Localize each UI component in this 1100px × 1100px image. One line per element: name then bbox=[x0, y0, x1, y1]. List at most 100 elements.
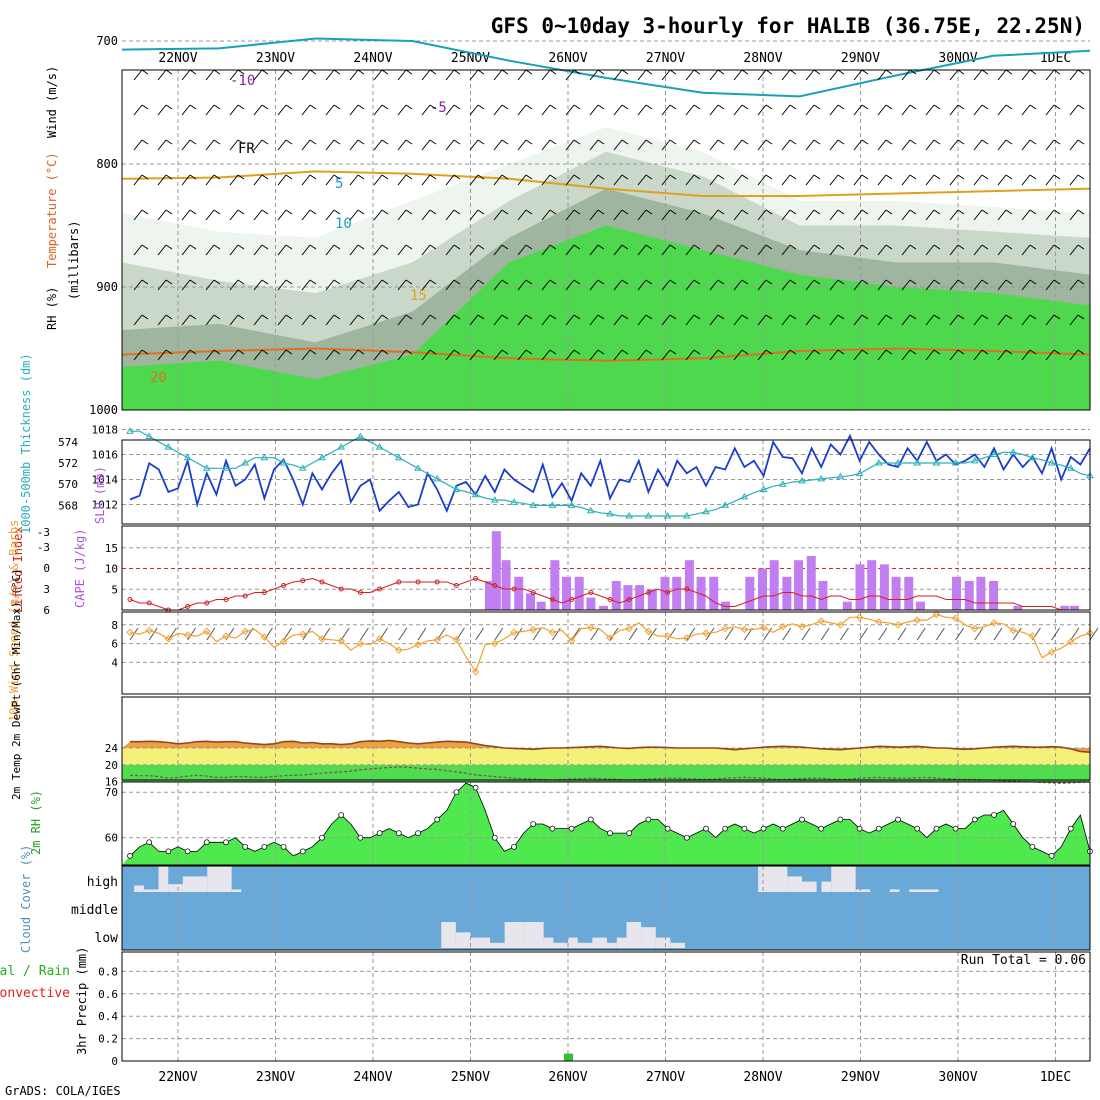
wind-barb bbox=[373, 209, 383, 221]
temp-ytick-16: 16 bbox=[105, 776, 118, 789]
wind-marker bbox=[683, 634, 691, 642]
wind-barb-flag bbox=[885, 279, 893, 285]
ua-ylabel-rh: RH (%) bbox=[45, 287, 59, 330]
wind-barb-flag bbox=[597, 279, 605, 285]
wind-barb-flag bbox=[477, 314, 485, 320]
wind-barb bbox=[661, 209, 671, 221]
wind-barb-flag bbox=[693, 209, 701, 215]
wind-barb-flag bbox=[813, 104, 821, 110]
wind-barb bbox=[253, 279, 263, 291]
wind-barb-flag bbox=[621, 244, 629, 250]
wind-barb bbox=[301, 244, 311, 256]
wind-barb bbox=[997, 349, 1007, 361]
wind-barb bbox=[949, 209, 959, 221]
rh-marker bbox=[914, 825, 921, 832]
wind-barb-flag bbox=[213, 279, 221, 285]
wind-barb bbox=[325, 279, 335, 291]
wind-barb-flag bbox=[525, 69, 533, 75]
wind-barb-flag bbox=[621, 209, 629, 215]
thickness-marker bbox=[375, 443, 384, 450]
wind-barb-flag bbox=[717, 174, 725, 180]
wind-barb bbox=[205, 174, 215, 186]
wind-barb bbox=[877, 69, 887, 81]
wind-barb-flag bbox=[981, 174, 989, 180]
wind-barb-flag bbox=[1053, 244, 1061, 250]
rh-marker bbox=[1010, 821, 1017, 827]
wind-barb-flag bbox=[453, 69, 461, 75]
wind-barb-flag bbox=[429, 209, 437, 215]
wind-barb-flag bbox=[549, 349, 557, 355]
thickness-marker bbox=[990, 450, 998, 458]
wind-barb-flag bbox=[525, 244, 533, 250]
wind10-barb bbox=[782, 627, 792, 641]
wind-barb bbox=[493, 279, 503, 291]
wind-barb bbox=[613, 69, 623, 81]
wind-marker bbox=[375, 635, 384, 643]
wind-barb bbox=[685, 139, 695, 151]
wind-barb bbox=[853, 209, 863, 221]
wind-barb bbox=[613, 244, 623, 256]
li-ytick-2: 0 bbox=[43, 562, 50, 575]
li-ytick-1: -3 bbox=[37, 541, 50, 554]
wind-ytick-4: 4 bbox=[111, 656, 118, 669]
wind-barb-flag bbox=[885, 104, 893, 110]
wind-barb bbox=[1069, 104, 1079, 116]
wind10-barb bbox=[129, 627, 139, 641]
thickness-marker bbox=[606, 509, 614, 517]
rh-2m-panel: 60 70 2m RH (%) bbox=[29, 781, 1093, 866]
rh-band-90 bbox=[122, 225, 1090, 410]
thickness-marker bbox=[356, 432, 365, 439]
upper-air-panel: -10-5FR51015205006007008009001000RH (%)T… bbox=[45, 34, 1091, 417]
li-ytick-3: 3 bbox=[43, 583, 50, 596]
wind-barb-flag bbox=[213, 349, 221, 355]
wind-barb bbox=[445, 209, 455, 221]
bottom-date-27NOV: 27NOV bbox=[646, 1070, 685, 1085]
wind-barb bbox=[997, 314, 1007, 326]
wind-barb bbox=[133, 139, 143, 151]
wind-barb-flag bbox=[933, 104, 941, 110]
wind-barb-flag bbox=[213, 314, 221, 320]
wind-barb-flag bbox=[189, 244, 197, 250]
wind-barb bbox=[805, 104, 815, 116]
wind-barb bbox=[685, 314, 695, 326]
cape-bar bbox=[1013, 605, 1023, 610]
thickness-marker bbox=[548, 501, 557, 508]
wind-barb bbox=[253, 314, 263, 326]
wind-barb bbox=[949, 314, 959, 326]
wind-barb-flag bbox=[1005, 244, 1013, 250]
cape-bar bbox=[647, 589, 657, 610]
wind-barb-flag bbox=[213, 69, 221, 75]
wind-barb bbox=[805, 209, 815, 221]
wind-barb-flag bbox=[597, 349, 605, 355]
slp-line bbox=[129, 433, 1091, 514]
wind-marker bbox=[529, 625, 537, 634]
cloud-bar-low bbox=[641, 927, 656, 948]
temp-frame bbox=[121, 696, 1091, 781]
wind10-barb bbox=[935, 627, 945, 641]
wind-barb-flag bbox=[933, 349, 941, 355]
wind-barb bbox=[277, 349, 287, 361]
wind-barb bbox=[445, 244, 455, 256]
cape-bar bbox=[818, 580, 828, 610]
wind-barb-flag bbox=[429, 104, 437, 110]
bottom-date-30NOV: 30NOV bbox=[938, 1070, 977, 1085]
wind-barb-flag bbox=[525, 314, 533, 320]
wind-barb bbox=[253, 174, 263, 186]
wind-barb bbox=[973, 139, 983, 151]
cape-frame bbox=[121, 525, 1091, 611]
wind-barb-flag bbox=[333, 209, 341, 215]
wind-barb-flag bbox=[477, 174, 485, 180]
wind-barb-flag bbox=[213, 174, 221, 180]
wind-barb-flag bbox=[453, 279, 461, 285]
rh-marker bbox=[549, 825, 556, 832]
cape-bar bbox=[1070, 605, 1079, 610]
thickness-marker bbox=[126, 427, 134, 434]
wind-barb bbox=[877, 244, 887, 256]
wind-barb-flag bbox=[429, 139, 437, 145]
rh-marker bbox=[664, 825, 671, 832]
wind-barb-flag bbox=[981, 139, 989, 145]
slp-ytick-1014: 1014 bbox=[92, 474, 119, 487]
wind-barb bbox=[1045, 69, 1055, 81]
wind-barb-flag bbox=[477, 244, 485, 250]
rh-marker bbox=[645, 816, 652, 823]
